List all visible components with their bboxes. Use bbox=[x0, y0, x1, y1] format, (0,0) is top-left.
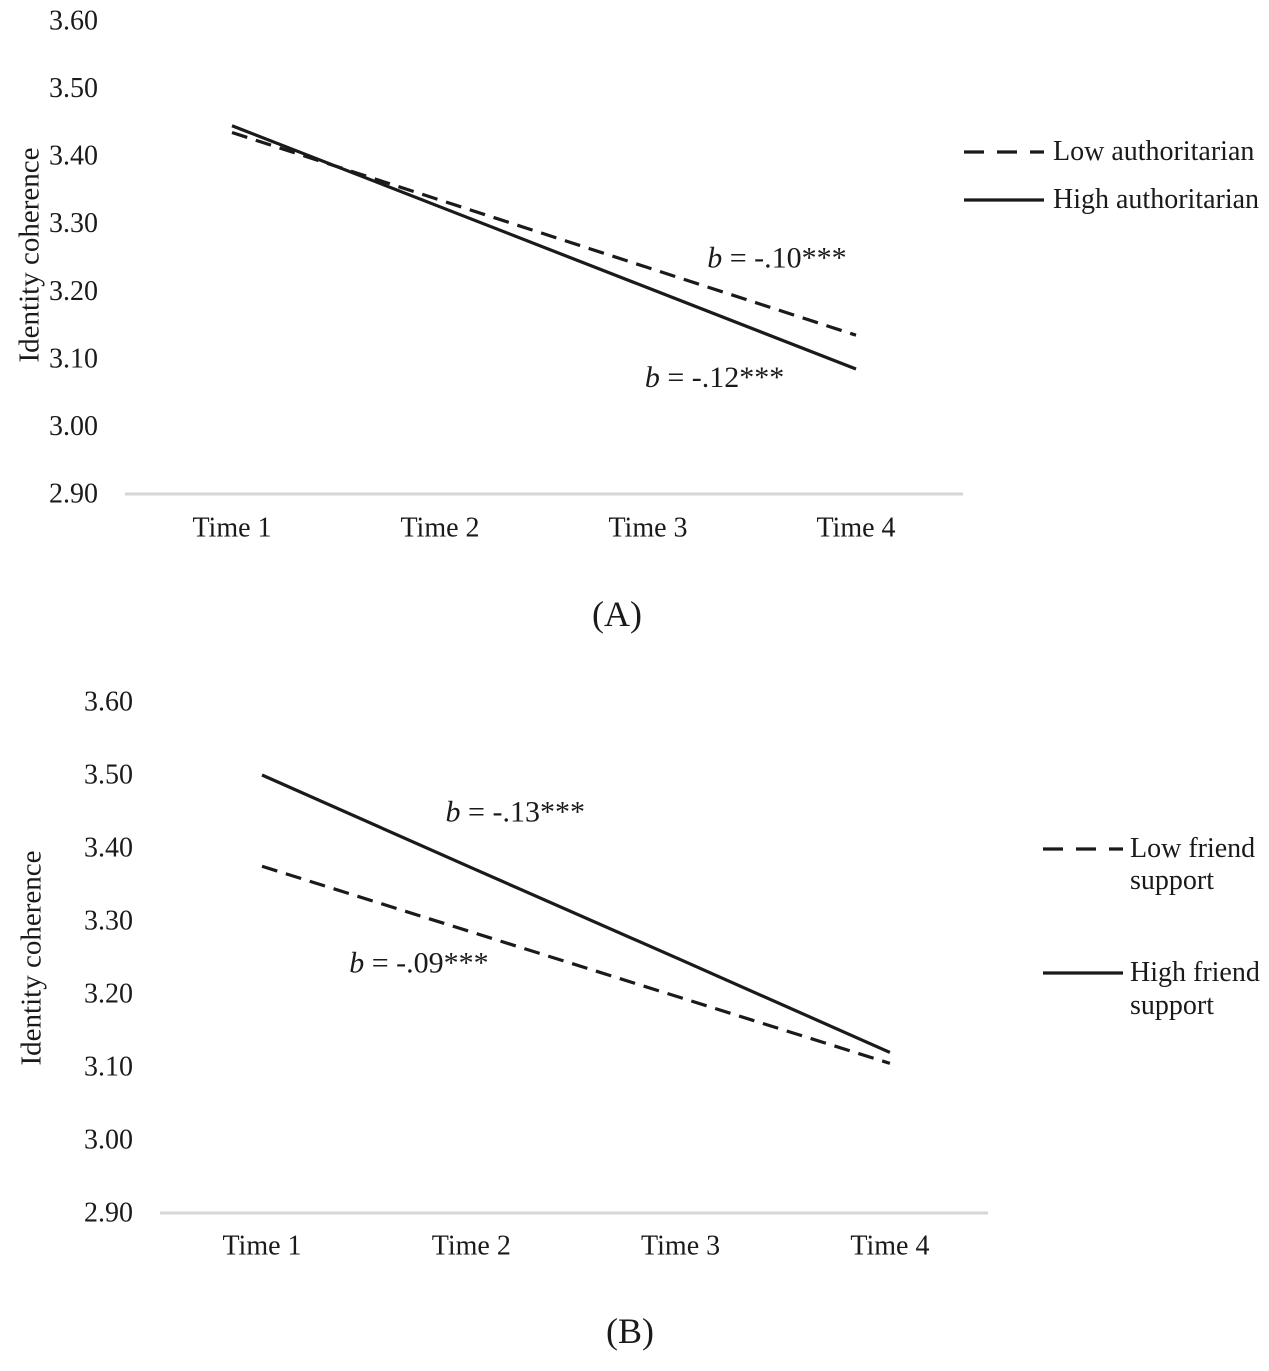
y-tick-label: 3.30 bbox=[49, 208, 98, 239]
slope-annotation-high-friend-support: b = -.13*** bbox=[446, 795, 585, 828]
x-tick-label: Time 4 bbox=[850, 1231, 929, 1262]
panel-caption-a: (A) bbox=[592, 594, 642, 634]
x-tick-label: Time 1 bbox=[222, 1231, 301, 1262]
solid-line-sample-icon bbox=[964, 198, 1044, 202]
x-tick-label: Time 3 bbox=[641, 1231, 720, 1262]
y-tick-label: 3.30 bbox=[84, 906, 133, 937]
y-tick-label: 2.90 bbox=[84, 1198, 133, 1229]
legend-item-high-authoritarian: High authoritarian bbox=[963, 178, 1259, 222]
series-line-high-authoritarian bbox=[231, 124, 857, 371]
series-line-low-friend-support bbox=[261, 864, 891, 1065]
slope-annotation-low-friend-support: b = -.09*** bbox=[349, 946, 488, 979]
y-tick-label: 3.10 bbox=[49, 343, 98, 374]
panel-caption-b: (B) bbox=[606, 1311, 654, 1351]
y-tick-label: 3.00 bbox=[84, 1125, 133, 1156]
legend-item-low-friend-support: Low friend support bbox=[1042, 833, 1269, 897]
y-tick-label: 3.10 bbox=[84, 1052, 133, 1083]
y-axis-title-panel-a: Identity coherence bbox=[13, 147, 46, 363]
y-tick-label: 3.20 bbox=[84, 979, 133, 1010]
x-tick-label: Time 1 bbox=[192, 513, 271, 544]
solid-line-sample-icon bbox=[1043, 971, 1123, 975]
legend-panel-a: Low authoritarian High authoritarian bbox=[963, 130, 1259, 222]
legend-item-high-friend-support: High friend support bbox=[1042, 957, 1269, 1021]
legend-label: High authoritarian bbox=[1053, 183, 1260, 215]
x-tick-label: Time 3 bbox=[608, 513, 687, 544]
legend-label: High friend support bbox=[1130, 957, 1260, 1021]
x-tick-label: Time 2 bbox=[400, 513, 479, 544]
y-tick-label: 3.60 bbox=[49, 6, 98, 37]
slope-annotation-low-authoritarian: b = -.10*** bbox=[707, 241, 846, 274]
y-tick-label: 3.50 bbox=[49, 73, 98, 104]
slope-annotation-high-authoritarian: b = -.12*** bbox=[645, 361, 784, 394]
y-tick-label: 3.00 bbox=[49, 411, 98, 442]
y-tick-label: 3.20 bbox=[49, 276, 98, 307]
dashed-line-sample-icon bbox=[964, 150, 1044, 154]
y-tick-label: 3.50 bbox=[84, 760, 133, 791]
legend-label: Low authoritarian bbox=[1053, 135, 1255, 167]
y-tick-label: 3.60 bbox=[84, 687, 133, 718]
x-tick-label: Time 2 bbox=[432, 1231, 511, 1262]
legend-label: Low friend support bbox=[1130, 833, 1256, 897]
y-tick-label: 2.90 bbox=[49, 479, 98, 510]
x-tick-label: Time 4 bbox=[816, 513, 895, 544]
legend-panel-b: Low friend support High friend support bbox=[1042, 833, 1269, 1022]
dashed-line-sample-icon bbox=[1043, 847, 1123, 851]
y-tick-label: 3.40 bbox=[84, 833, 133, 864]
y-axis-title-panel-b: Identity coherence bbox=[15, 850, 48, 1066]
y-tick-label: 3.40 bbox=[49, 141, 98, 172]
legend-item-low-authoritarian: Low authoritarian bbox=[963, 130, 1259, 174]
series-line-high-friend-support bbox=[261, 773, 891, 1054]
